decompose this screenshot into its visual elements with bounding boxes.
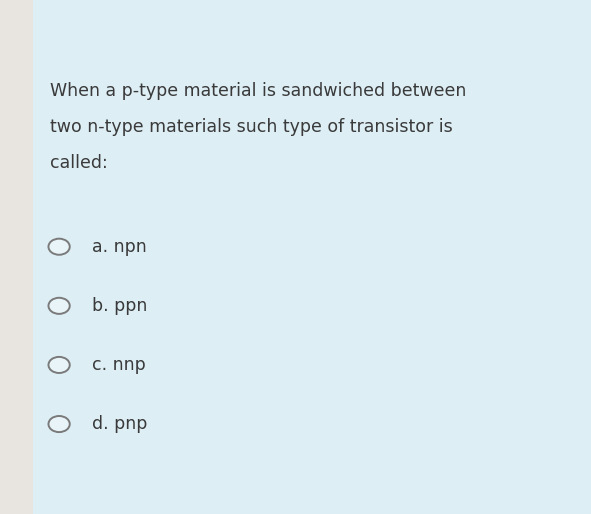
Text: called:: called: xyxy=(50,154,108,172)
Text: two n-type materials such type of transistor is: two n-type materials such type of transi… xyxy=(50,118,453,136)
Ellipse shape xyxy=(48,357,70,373)
Text: b. ppn: b. ppn xyxy=(92,297,147,315)
Text: When a p-type material is sandwiched between: When a p-type material is sandwiched bet… xyxy=(50,82,467,100)
Ellipse shape xyxy=(48,238,70,255)
Text: d. pnp: d. pnp xyxy=(92,415,147,433)
Text: a. npn: a. npn xyxy=(92,237,147,256)
FancyBboxPatch shape xyxy=(0,0,33,514)
Ellipse shape xyxy=(48,298,70,314)
Text: c. nnp: c. nnp xyxy=(92,356,145,374)
Ellipse shape xyxy=(48,416,70,432)
